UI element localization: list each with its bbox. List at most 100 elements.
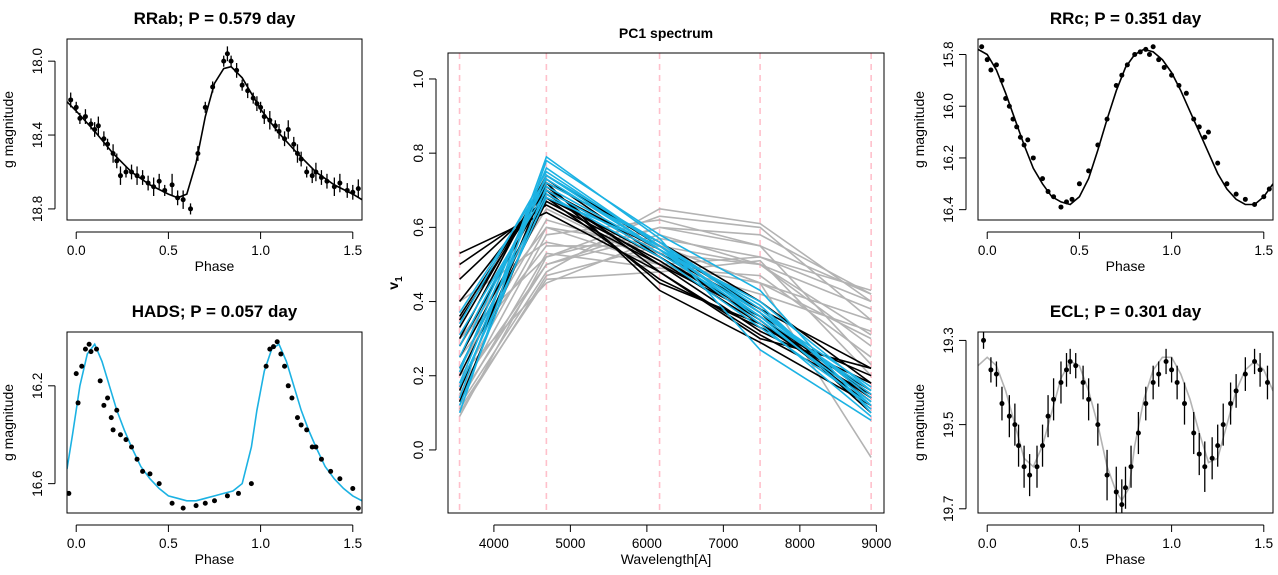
ecl-x-tick-label-0: 0.0	[978, 536, 997, 551]
rrab-data-point-19	[162, 187, 168, 193]
ecl-data-point-36	[1209, 455, 1215, 461]
rrc-data-point-37	[1196, 124, 1202, 130]
rrc-data-point-41	[1224, 181, 1230, 187]
rrab-data-point-11	[117, 173, 123, 179]
rrc-data-point-12	[1030, 155, 1036, 161]
ecl-x-tick-label-3: 1.5	[1254, 536, 1273, 551]
pc1-title: PC1 spectrum	[619, 25, 713, 41]
ecl-data-point-18	[1086, 396, 1092, 402]
hads-data-point-37	[294, 415, 300, 421]
rrc-data-point-10	[1021, 142, 1027, 148]
rrab-data-point-0	[68, 97, 74, 103]
rrab-data-point-31	[239, 82, 245, 88]
rrc-title: RRc; P = 0.351 day	[1050, 9, 1202, 28]
pc1-spectrum-panel: PC1 spectrum 4000 5000 6000 7000 8000 9000 Wave…	[385, 25, 891, 567]
rrab-y-axis: 18.0 18.4 18.8 g magnitude	[0, 48, 56, 222]
pc1-x-axis: 4000 5000 6000 7000 8000 9000 Wavelength[A]	[479, 524, 891, 567]
hads-data-point-27	[235, 490, 241, 496]
rrab-data-point-17	[151, 184, 157, 190]
hads-data-point-7	[94, 346, 99, 352]
rrc-fit-curve	[978, 48, 1273, 206]
rrab-x-tick-label-3: 1.5	[343, 243, 362, 258]
ecl-y-axis: 19.3 19.5 19.7 g magnitude	[911, 327, 967, 522]
rrab-data-point-46	[309, 173, 315, 179]
rrab-data-point-27	[221, 58, 227, 64]
rrc-data-point-14	[1045, 189, 1051, 195]
ecl-data-point-24	[1128, 464, 1134, 470]
hads-data-point-13	[114, 407, 120, 413]
rrc-x-tick-label-2: 1.0	[1162, 243, 1181, 258]
ecl-data-point-4	[1006, 413, 1012, 419]
rrc-data-point-27	[1137, 49, 1143, 55]
ecl-data-point-25	[1135, 430, 1141, 436]
ecl-y-tick-label-0: 19.3	[941, 327, 956, 353]
hads-data-point-2	[75, 400, 81, 406]
gray-series-line-1	[458, 207, 872, 406]
hads-x-axis-label: Phase	[195, 551, 235, 567]
rrab-data-point-42	[291, 141, 297, 147]
ecl-data-point-12	[1051, 396, 1057, 402]
hads-data-point-24	[202, 500, 208, 506]
rrc-data-point-42	[1233, 191, 1239, 197]
ecl-data-point-30	[1169, 367, 1175, 373]
ecl-data-point-28	[1156, 371, 1162, 377]
rrc-data-point-43	[1242, 196, 1248, 202]
rrc-data-point-21	[1095, 142, 1101, 148]
blue-series-line-7	[458, 170, 872, 403]
rrab-data-point-22	[180, 197, 186, 203]
pc1-y-tick-label-5: 1.0	[411, 70, 426, 89]
rrc-data-point-28	[1143, 46, 1149, 52]
rrab-y-tick-label-1: 18.4	[30, 121, 45, 148]
hads-data-point-12	[110, 427, 116, 433]
hads-data-point-22	[180, 505, 186, 511]
rrab-data-point-50	[331, 184, 337, 190]
hads-data-point-31	[271, 344, 276, 350]
y-axis-label-subscript: 1	[394, 276, 405, 282]
rrab-data-point-9	[110, 151, 116, 157]
rrab-data-point-13	[129, 169, 135, 175]
ecl-data-point-38	[1220, 422, 1226, 428]
ecl-data-point-6	[1016, 443, 1022, 449]
rrab-x-tick-label-2: 1.0	[251, 243, 270, 258]
rrab-x-axis: 0.0 0.5 1.0 1.5 Phase	[67, 231, 362, 274]
ecl-title: ECL; P = 0.301 day	[1050, 302, 1202, 321]
rrc-data-point-38	[1202, 134, 1208, 140]
rrc-data-point-26	[1132, 52, 1138, 58]
pc1-x-tick-label-5: 9000	[861, 536, 891, 551]
rrc-data-point-35	[1183, 90, 1189, 96]
rrc-data-point-23	[1113, 83, 1119, 89]
hads-data-point-1	[73, 371, 79, 377]
rrc-data-point-9	[1017, 134, 1023, 140]
ecl-data-point-22	[1119, 502, 1125, 508]
rrc-data-point-19	[1076, 181, 1082, 187]
rrc-x-axis-label: Phase	[1106, 258, 1146, 274]
rrc-data-point-31	[1156, 57, 1162, 63]
rrab-fit-curve	[67, 65, 362, 201]
hads-data-point-15	[123, 437, 129, 443]
ecl-data-point-31	[1174, 380, 1180, 386]
rrab-data-point-23	[188, 206, 194, 212]
rrab-data-point-12	[123, 169, 129, 175]
hads-data-point-26	[224, 493, 230, 499]
blue-series-line-1	[458, 155, 872, 421]
rrab-data-point-5	[92, 127, 98, 132]
rrc-data-point-22	[1104, 116, 1110, 122]
rrab-data-point-24	[195, 151, 201, 157]
ecl-plot-frame	[977, 331, 1274, 514]
pc1-y-tick-label-1: 0.2	[411, 366, 426, 385]
ecl-data-point-0	[981, 337, 987, 343]
rrab-data-point-21	[175, 195, 181, 201]
rrab-data-point-8	[105, 141, 111, 147]
rrc-data-point-30	[1150, 44, 1156, 50]
ecl-data-point-14	[1064, 367, 1069, 373]
rrc-plot-area	[978, 44, 1273, 210]
hads-data-point-34	[282, 363, 288, 369]
hads-data-point-4	[82, 346, 88, 352]
hads-data-point-46	[355, 505, 361, 511]
rrab-data-point-48	[318, 175, 324, 181]
hads-x-tick-label-3: 1.5	[343, 536, 362, 551]
rrc-data-point-29	[1146, 52, 1152, 58]
